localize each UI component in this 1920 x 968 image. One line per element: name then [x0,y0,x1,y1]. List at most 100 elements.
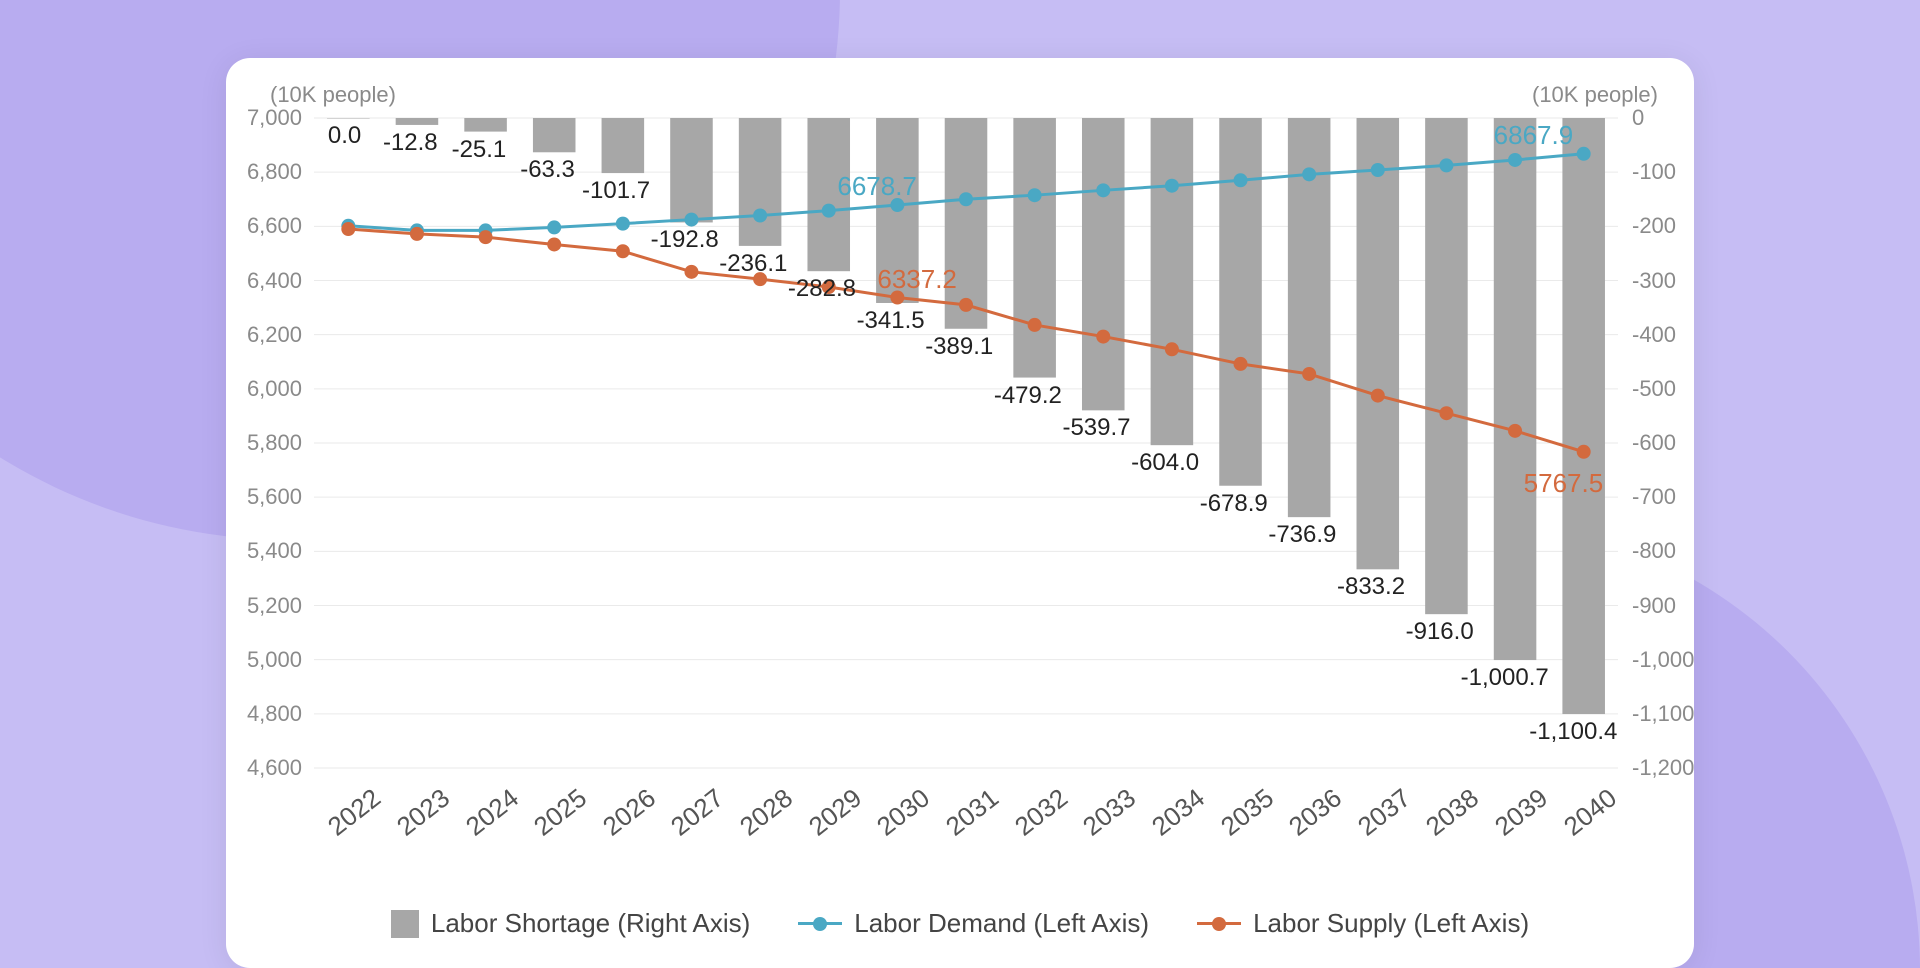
right-tick-label: -700 [1632,484,1676,510]
shortage-bar [670,118,713,222]
bar-data-label: -192.8 [651,226,719,254]
supply-marker [547,237,561,251]
bar-data-label: -25.1 [452,136,507,164]
demand-callout: 6867.9 [1494,120,1574,151]
shortage-bar [1562,118,1605,714]
right-tick-label: -500 [1632,376,1676,402]
bar-data-label: -539.7 [1062,414,1130,442]
bar-data-label: -236.1 [719,250,787,278]
bar-data-label: -736.9 [1268,521,1336,549]
demand-marker [1302,167,1316,181]
demand-marker [753,209,767,223]
supply-marker [341,222,355,236]
bar-data-label: -12.8 [383,129,438,157]
left-tick-label: 6,400 [236,268,302,294]
left-tick-label: 6,000 [236,376,302,402]
bar-data-label: -604.0 [1131,449,1199,477]
right-tick-label: -200 [1632,213,1676,239]
legend-swatch-line [798,922,842,925]
demand-marker [1165,179,1179,193]
supply-marker [410,227,424,241]
legend-item: Labor Shortage (Right Axis) [391,908,750,939]
bar-data-label: -1,100.4 [1529,718,1617,746]
shortage-bar [1425,118,1468,614]
right-tick-label: 0 [1632,105,1644,131]
chart-area: (10K people)(10K people)4,6004,8005,0005… [226,58,1694,968]
right-tick-label: -300 [1632,268,1676,294]
supply-marker [1439,406,1453,420]
left-tick-label: 6,600 [236,213,302,239]
left-tick-label: 4,800 [236,701,302,727]
demand-marker [547,220,561,234]
right-tick-label: -100 [1632,159,1676,185]
legend-label: Labor Demand (Left Axis) [854,908,1149,939]
supply-callout: 5767.5 [1524,468,1604,499]
bar-data-label: -479.2 [994,382,1062,410]
left-tick-label: 4,600 [236,755,302,781]
legend-label: Labor Shortage (Right Axis) [431,908,750,939]
legend-label: Labor Supply (Left Axis) [1253,908,1529,939]
legend-item: Labor Demand (Left Axis) [798,908,1149,939]
supply-marker [616,244,630,258]
demand-marker [1234,173,1248,187]
supply-marker [1508,424,1522,438]
shortage-bar [1219,118,1262,486]
bar-data-label: -833.2 [1337,573,1405,601]
left-tick-label: 5,200 [236,593,302,619]
left-tick-label: 5,000 [236,647,302,673]
supply-marker [1234,357,1248,371]
demand-marker [616,217,630,231]
shortage-bar [464,118,507,132]
left-tick-label: 6,800 [236,159,302,185]
left-tick-label: 5,600 [236,484,302,510]
left-tick-label: 7,000 [236,105,302,131]
shortage-bar [327,118,370,119]
legend-swatch-line [1197,922,1241,925]
bar-data-label: 0.0 [328,122,361,150]
chart-legend: Labor Shortage (Right Axis) Labor Demand … [226,908,1694,939]
supply-marker [479,230,493,244]
demand-marker [1508,153,1522,167]
bar-data-label: -389.1 [925,333,993,361]
left-tick-label: 5,400 [236,538,302,564]
shortage-bar [1082,118,1125,410]
supply-marker [1577,445,1591,459]
demand-marker [822,204,836,218]
demand-marker [1577,147,1591,161]
legend-swatch-bar [391,910,419,938]
supply-marker [1165,342,1179,356]
right-tick-label: -400 [1632,322,1676,348]
legend-item: Labor Supply (Left Axis) [1197,908,1529,939]
right-tick-label: -800 [1632,538,1676,564]
bar-data-label: -63.3 [520,156,575,184]
shortage-bar [739,118,782,246]
supply-marker [959,298,973,312]
bar-data-label: -341.5 [857,307,925,335]
bar-data-label: -101.7 [582,177,650,205]
bar-data-label: -916.0 [1406,618,1474,646]
right-tick-label: -1,000 [1632,647,1694,673]
bar-data-label: -678.9 [1200,490,1268,518]
supply-callout: 6337.2 [877,264,957,295]
demand-marker [1096,183,1110,197]
supply-marker [1302,367,1316,381]
demand-marker [1028,188,1042,202]
supply-marker [1028,318,1042,332]
supply-marker [1371,389,1385,403]
bar-data-label: -1,000.7 [1461,664,1549,692]
right-tick-label: -600 [1632,430,1676,456]
demand-marker [1439,158,1453,172]
supply-marker [1096,330,1110,344]
left-tick-label: 5,800 [236,430,302,456]
demand-marker [684,213,698,227]
shortage-bar [945,118,988,329]
bar-data-label: -282.8 [788,275,856,303]
shortage-bar [1494,118,1537,660]
right-tick-label: -1,200 [1632,755,1694,781]
shortage-bar [1013,118,1056,378]
demand-callout: 6678.7 [837,171,917,202]
supply-marker [684,265,698,279]
demand-marker [959,192,973,206]
right-tick-label: -900 [1632,593,1676,619]
shortage-bar [1357,118,1400,569]
